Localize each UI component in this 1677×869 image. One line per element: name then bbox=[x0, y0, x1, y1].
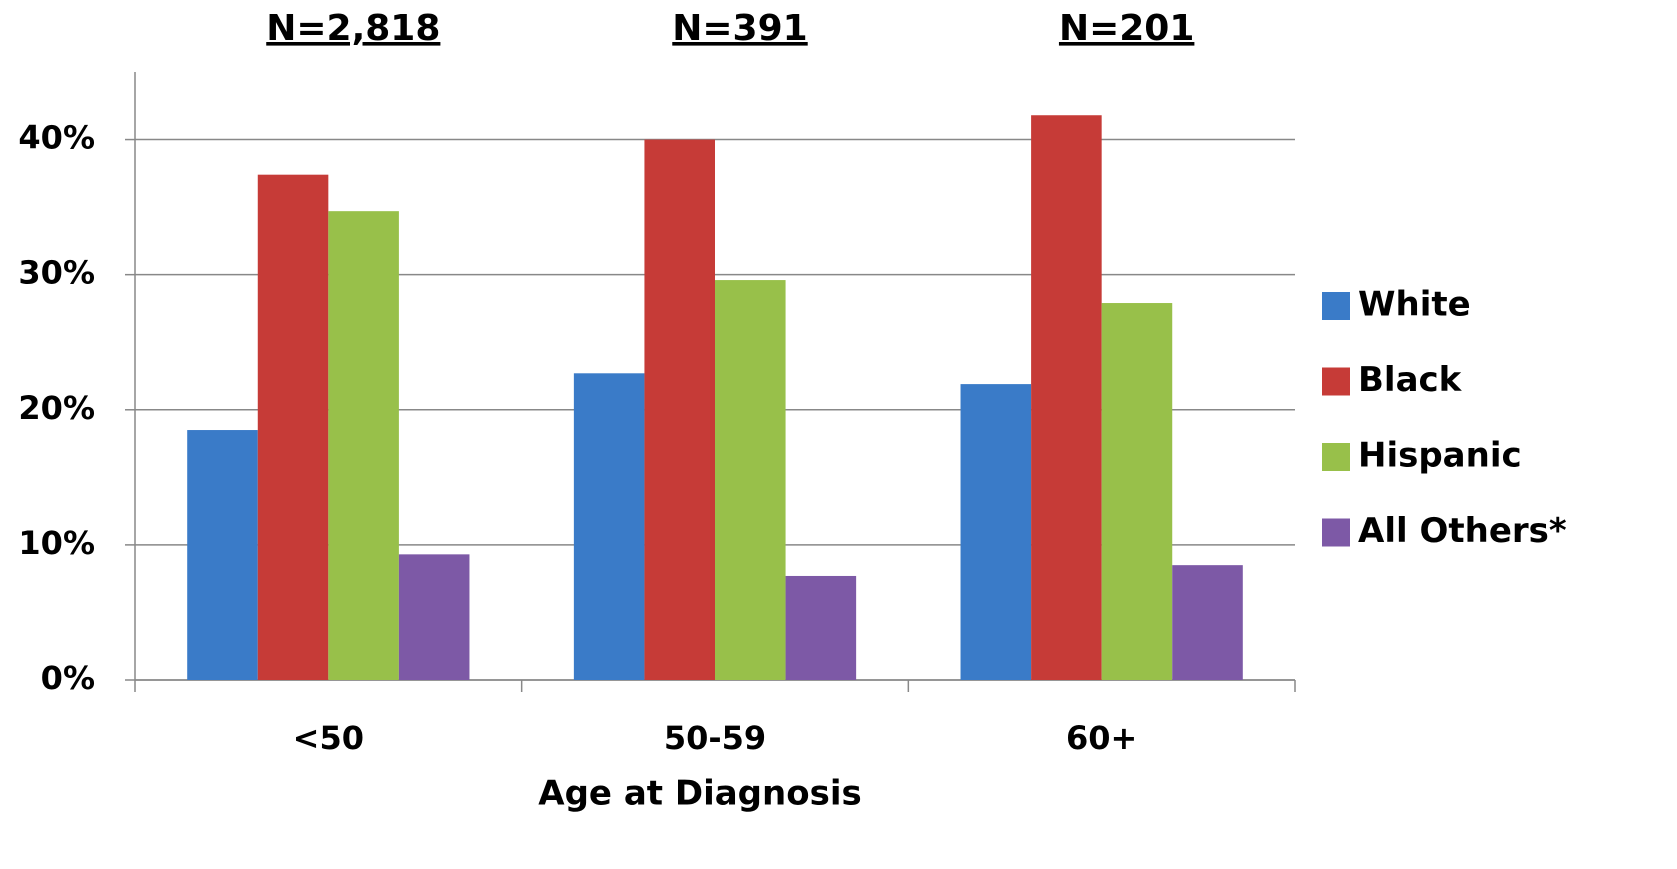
legend-label: Hispanic bbox=[1358, 436, 1522, 476]
bar bbox=[398, 554, 470, 680]
bar bbox=[573, 373, 645, 680]
x-tick-label: 50-59 bbox=[664, 719, 766, 757]
y-tick-label: 40% bbox=[18, 119, 95, 157]
y-tick-label: 20% bbox=[18, 389, 95, 427]
bar bbox=[1031, 115, 1102, 681]
bar bbox=[328, 211, 399, 681]
legend-label: All Others* bbox=[1358, 511, 1567, 551]
bar bbox=[785, 575, 857, 680]
bar bbox=[715, 280, 786, 680]
group-label: N=201 bbox=[1059, 8, 1194, 49]
y-tick-label: 30% bbox=[18, 254, 95, 292]
x-axis-title: Age at Diagnosis bbox=[538, 774, 861, 814]
group-label: N=391 bbox=[672, 8, 807, 49]
group-label: N=2,818 bbox=[266, 8, 440, 49]
legend-swatch bbox=[1322, 292, 1350, 320]
bar bbox=[1172, 565, 1243, 680]
bar bbox=[644, 139, 715, 681]
y-tick-label: 0% bbox=[41, 659, 95, 697]
bar bbox=[1101, 303, 1173, 680]
legend-swatch bbox=[1322, 518, 1350, 547]
legend-label: White bbox=[1358, 285, 1471, 325]
bar bbox=[960, 384, 1032, 680]
bar bbox=[187, 430, 258, 680]
legend-swatch bbox=[1322, 443, 1350, 471]
x-tick-label: <50 bbox=[293, 719, 364, 757]
x-tick-label: 60+ bbox=[1066, 719, 1137, 757]
bar bbox=[257, 174, 329, 680]
y-tick-label: 10% bbox=[18, 524, 95, 562]
legend-label: Black bbox=[1358, 360, 1463, 400]
legend-swatch bbox=[1322, 367, 1350, 396]
